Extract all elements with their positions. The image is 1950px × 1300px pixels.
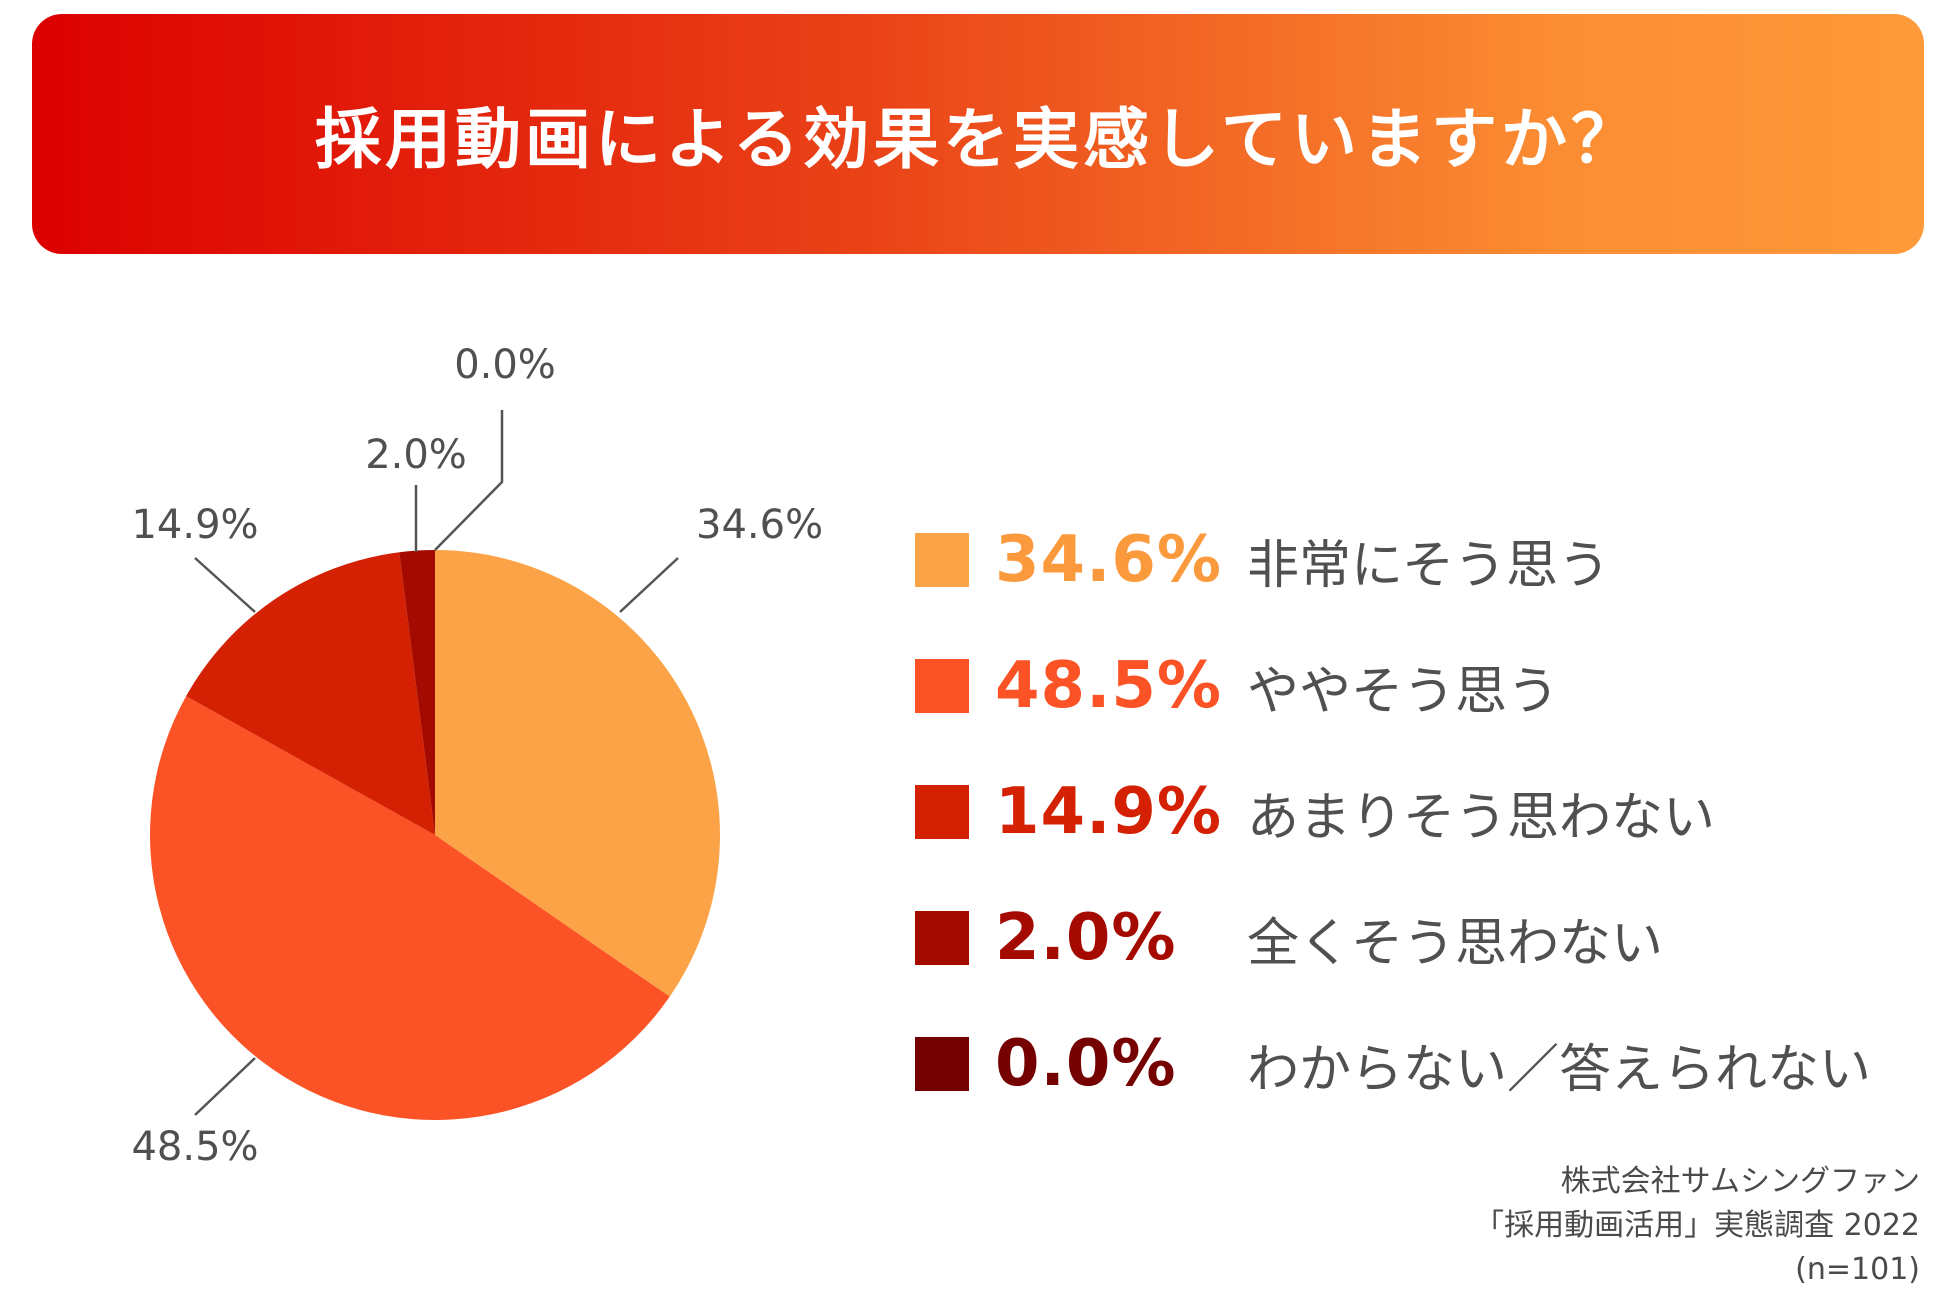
legend-swatch [915,1037,969,1091]
legend-swatch [915,659,969,713]
legend-item-somewhat: 48.5% ややそう思う [915,646,1915,726]
legend-swatch [915,533,969,587]
legend-percent: 0.0% [995,1027,1177,1101]
legend-label: 非常にそう思う [1247,535,1610,596]
source-company: 株式会社サムシングファン [1560,1164,1920,1199]
pie-slice [399,550,435,835]
legend-percent: 48.5% [995,649,1223,723]
legend-swatch [915,785,969,839]
legend-label: ややそう思う [1247,661,1560,722]
pie-slice [435,550,720,997]
slice-data-label: 34.6% [696,502,823,548]
legend-percent: 2.0% [995,901,1177,975]
legend-item-very-much: 34.6% 非常にそう思う [915,520,1915,600]
slice-data-label: 14.9% [131,502,258,548]
source-survey: 「採用動画活用」実態調査 2022 [1474,1208,1920,1243]
slice-data-label: 48.5% [131,1124,258,1170]
legend-percent: 14.9% [995,775,1223,849]
pie-slice [149,696,670,1121]
legend-item-not-really: 14.9% あまりそう思わない [915,772,1915,852]
legend-swatch [915,911,969,965]
pie-chart: 34.6% 48.5% 14.9% 2.0% 0.0% [131,342,823,1170]
legend-label: あまりそう思わない [1247,787,1716,848]
legend-label: 全くそう思わない [1247,913,1664,974]
sample-size: (n=101) [1795,1252,1920,1287]
title-banner: 採用動画による効果を実感していますか？ [32,14,1924,254]
chart-title: 採用動画による効果を実感していますか？ [314,101,1642,178]
leader-line [434,410,504,551]
legend-item-dont-know: 0.0% わからない／答えられない [915,1024,1915,1104]
pie-slice [186,552,435,835]
legend-percent: 34.6% [995,523,1223,597]
legend-item-not-at-all: 2.0% 全くそう思わない [915,898,1915,978]
source-note: 株式会社サムシングファン 「採用動画活用」実態調査 2022 (n=101) [1474,1160,1920,1292]
leader-line [619,557,679,613]
legend-label: わからない／答えられない [1247,1039,1872,1100]
slice-data-label: 0.0% [454,342,556,388]
leader-line [194,557,256,613]
leader-line [194,1057,256,1116]
slice-data-label: 2.0% [365,432,467,478]
